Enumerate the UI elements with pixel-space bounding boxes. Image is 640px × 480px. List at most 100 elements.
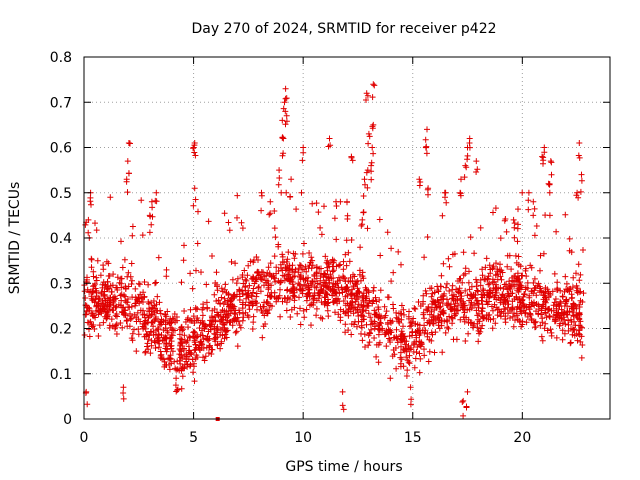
- data-point: [164, 267, 170, 273]
- data-point: [344, 199, 350, 205]
- data-point: [251, 286, 257, 292]
- data-point: [118, 238, 124, 244]
- x-tick-label: 15: [404, 430, 422, 446]
- data-point: [513, 253, 519, 259]
- y-tick-label: 0.2: [50, 322, 72, 338]
- data-point: [554, 279, 560, 285]
- data-point: [142, 350, 148, 356]
- data-point: [173, 375, 179, 381]
- data-point: [347, 258, 353, 264]
- data-point: [580, 247, 586, 253]
- data-point: [444, 281, 450, 287]
- data-point: [503, 319, 509, 325]
- data-point: [369, 145, 375, 151]
- data-point: [120, 265, 126, 271]
- data-point: [82, 288, 88, 294]
- data-point: [272, 225, 278, 231]
- data-point: [562, 212, 568, 218]
- data-point: [344, 263, 350, 269]
- data-point: [272, 253, 278, 259]
- data-point: [493, 205, 499, 211]
- data-point: [153, 280, 159, 286]
- data-point: [230, 277, 236, 283]
- data-point: [386, 336, 392, 342]
- data-point: [120, 384, 126, 390]
- data-point: [299, 157, 305, 163]
- data-point: [192, 378, 198, 384]
- data-point: [193, 268, 199, 274]
- data-point: [222, 281, 228, 287]
- data-point: [247, 306, 253, 312]
- data-point: [361, 209, 367, 215]
- data-point: [364, 90, 370, 96]
- data-point: [341, 406, 347, 412]
- data-point: [579, 178, 585, 184]
- data-point: [132, 286, 138, 292]
- data-point: [308, 322, 314, 328]
- data-point: [411, 305, 417, 311]
- data-point: [239, 220, 245, 226]
- data-point: [291, 297, 297, 303]
- data-point: [570, 275, 576, 281]
- data-point: [417, 370, 423, 376]
- data-point: [408, 401, 414, 407]
- data-point: [234, 280, 240, 286]
- data-point: [250, 319, 256, 325]
- data-point: [511, 225, 517, 231]
- data-point: [284, 118, 290, 124]
- data-point: [359, 337, 365, 343]
- data-point: [465, 331, 471, 337]
- data-point: [443, 190, 449, 196]
- data-point: [423, 144, 429, 150]
- data-point: [463, 164, 469, 170]
- data-point: [530, 199, 536, 205]
- y-tick-label: 0.3: [50, 276, 72, 292]
- data-point: [300, 150, 306, 156]
- data-point: [370, 151, 376, 157]
- data-point: [315, 209, 321, 215]
- data-point: [147, 229, 153, 235]
- data-point: [140, 232, 146, 238]
- y-tick-label: 0: [63, 412, 72, 428]
- x-axis-label: GPS time / hours: [285, 459, 402, 475]
- data-point: [439, 213, 445, 219]
- data-point: [390, 302, 396, 308]
- data-point: [234, 215, 240, 221]
- data-point: [371, 335, 377, 341]
- data-point: [423, 137, 429, 143]
- data-point: [460, 398, 466, 404]
- data-point: [575, 338, 581, 344]
- data-point: [283, 121, 289, 127]
- data-point: [258, 208, 264, 214]
- data-point: [370, 81, 376, 87]
- data-point: [542, 212, 548, 218]
- data-point: [462, 163, 468, 169]
- data-point: [287, 194, 293, 200]
- data-point: [281, 106, 287, 112]
- y-tick-label: 0.8: [50, 50, 72, 66]
- data-point: [187, 270, 193, 276]
- data-point: [179, 279, 185, 285]
- data-point: [364, 322, 370, 328]
- data-point: [348, 332, 354, 338]
- data-point: [127, 141, 133, 147]
- y-tick-label: 0.6: [50, 141, 72, 157]
- data-point: [427, 349, 433, 355]
- data-point: [130, 224, 136, 230]
- data-point: [122, 257, 128, 263]
- data-point: [190, 145, 196, 151]
- data-point: [576, 140, 582, 146]
- data-point: [240, 225, 246, 231]
- y-axis-label: SRMTID / TECUs: [7, 182, 23, 295]
- data-point: [387, 375, 393, 381]
- scatter-chart: 00.10.20.30.40.50.60.70.80 5 10 15 20 Day 27…: [0, 0, 640, 480]
- data-point: [125, 158, 131, 164]
- data-point: [300, 145, 306, 151]
- x-tick-label: 10: [294, 430, 312, 446]
- data-point: [192, 185, 198, 191]
- data-point: [548, 159, 554, 165]
- axis-ticks: 00.10.20.30.40.50.60.70.80 5 10 15 20: [50, 50, 610, 446]
- data-point: [181, 242, 187, 248]
- data-point: [144, 344, 150, 350]
- data-point: [222, 210, 228, 216]
